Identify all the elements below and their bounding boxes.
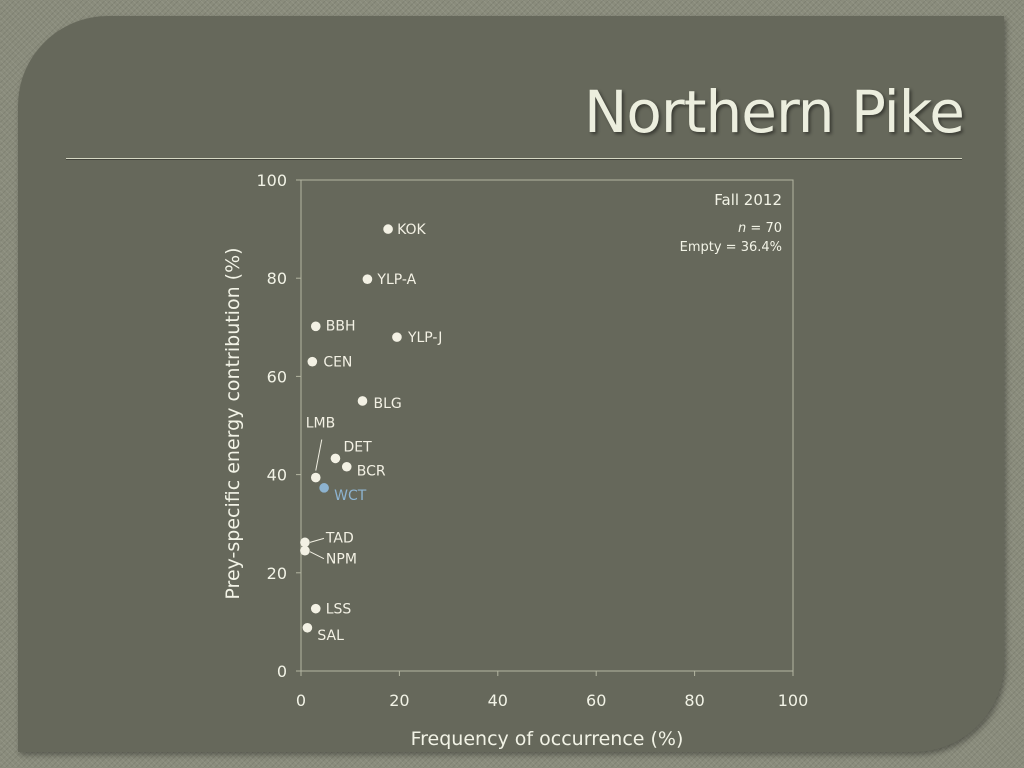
y-tick-label: 100 [256,171,287,190]
annotation-empty: Empty = 36.4% [680,240,782,255]
slide-background [18,16,1004,752]
point-label-cen: CEN [323,355,352,371]
data-point-npm [300,545,310,556]
slide-title: Northern Pike [584,78,965,146]
data-point-lmb [310,472,321,483]
data-point-cen [307,356,318,367]
leader-line-tad [309,537,325,543]
x-tick-label: 0 [296,691,306,710]
x-tick-label: 20 [389,691,409,710]
annotation-season: Fall 2012 [714,191,782,209]
data-point-bbh [310,321,321,332]
point-label-det: DET [343,439,372,455]
data-point-lss [310,603,321,614]
point-label-sal: SAL [317,628,344,644]
data-points [300,224,402,633]
point-label-blg: BLG [374,396,402,412]
data-point-kok [383,224,393,234]
plot-frame [300,179,794,672]
y-tick-label: 40 [267,466,287,485]
data-point-det [330,453,341,464]
y-axis: 0 20 40 60 80 100 [256,171,301,681]
data-point-wct [319,483,329,493]
data-point-ylp-a [362,274,373,284]
title-divider [66,158,962,159]
leader-line-lmb [315,439,323,471]
y-axis-label: Prey-specific energy contribution (%) [222,247,244,599]
data-point-bcr [341,461,352,472]
annotation-n-symbol: n [738,221,746,236]
point-label-npm: NPM [326,552,357,568]
leader-line-npm [309,551,325,560]
annotation-n-value: = 70 [746,221,782,236]
data-point-tad [300,537,310,548]
data-point-sal [302,622,313,633]
y-tick-label: 0 [277,662,287,681]
point-label-ylp-a: YLP-A [376,272,416,288]
plot-area [300,179,794,672]
point-label-wct: WCT [334,488,367,504]
annotation-sample-size: n = 70 [738,221,782,236]
data-point-blg [357,396,368,406]
data-point-ylp-j [392,332,402,342]
point-label-bbh: BBH [326,318,356,334]
point-label-ylp-j: YLP-J [407,330,442,346]
x-axis: 0 20 40 60 80 100 [296,671,808,710]
y-tick-label: 60 [267,367,287,386]
leader-lines [309,439,325,560]
point-label-kok: KOK [397,222,426,238]
point-label-tad: TAD [325,530,354,546]
y-tick-label: 20 [267,564,287,583]
point-label-lss: LSS [326,602,352,618]
point-label-lmb: LMB [306,416,335,432]
x-tick-label: 100 [778,691,809,710]
x-tick-label: 80 [684,691,704,710]
x-tick-label: 40 [488,691,508,710]
x-axis-label: Frequency of occurrence (%) [411,728,684,750]
y-tick-label: 80 [267,269,287,288]
x-tick-label: 60 [586,691,606,710]
point-label-bcr: BCR [357,464,386,480]
point-labels: KOK YLP-A BBH YLP-J CEN BLG DET BCR LMB WCT TAD NPM… [306,222,443,644]
